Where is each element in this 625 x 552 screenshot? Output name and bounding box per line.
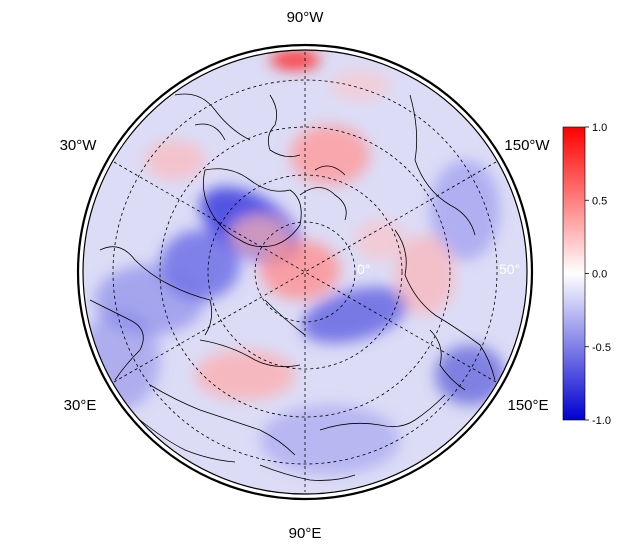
colorbar-tick-label: 0.5 — [592, 195, 607, 207]
colorbar-tick-label: -0.5 — [592, 342, 611, 354]
map-boundary-outer — [76, 43, 534, 501]
colorbar-tick-label: -1.0 — [592, 415, 611, 427]
longitude-label-90w: 90°W — [287, 9, 325, 26]
latitude-circle-3 — [159, 126, 451, 418]
meridian-30e-150w — [113, 161, 497, 383]
latitude-label-outer: 50° — [499, 261, 520, 277]
colorbar-ticks: 1.0 0.5 0.0 -0.5 -1.0 — [585, 122, 611, 427]
latitude-label-inner: 0° — [357, 261, 370, 277]
longitude-label-30w: 30°W — [60, 137, 98, 154]
coastlines — [89, 93, 496, 481]
meridian-30w-150e — [113, 161, 497, 383]
longitude-label-150e: 150°E — [507, 397, 548, 414]
longitude-label-90e: 90°E — [289, 525, 322, 542]
colorbar-gradient — [562, 126, 586, 421]
colorbar-tick-label: 0.0 — [592, 269, 607, 281]
colorbar: 1.0 0.5 0.0 -0.5 -1.0 — [562, 122, 611, 427]
map-boundary-inner — [82, 49, 528, 495]
colorbar-tick-label: 1.0 — [592, 122, 607, 134]
longitude-label-150w: 150°W — [504, 137, 550, 154]
longitude-graticule — [113, 52, 497, 492]
latitude-circle-4 — [112, 79, 498, 465]
longitude-label-30e: 30°E — [64, 397, 97, 414]
